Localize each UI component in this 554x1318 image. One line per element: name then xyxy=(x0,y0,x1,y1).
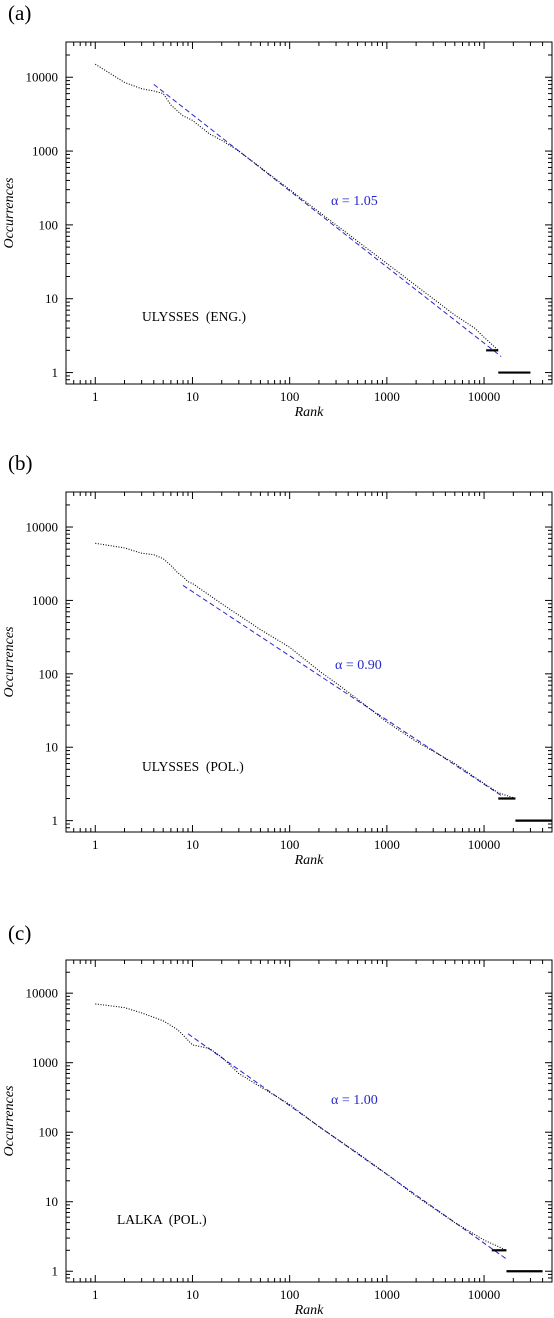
x-axis-label: Rank xyxy=(294,405,325,420)
y-tick-label: 100 xyxy=(39,666,59,681)
x-tick-label: 10 xyxy=(186,1287,199,1302)
fit-line xyxy=(187,1033,507,1260)
y-tick-label: 10000 xyxy=(26,986,59,1001)
panel-a: (a) 1 10 100 1000 10000 1 10 100 1000 10000 Rank Occ… xyxy=(2,1,553,420)
x-tick-label: 10 xyxy=(186,837,199,852)
x-tick-label: 1 xyxy=(92,1287,99,1302)
alpha-label: α = 0.90 xyxy=(335,658,382,673)
corpus-label: ULYSSES (POL.) xyxy=(142,759,244,774)
y-tick-label: 1000 xyxy=(32,144,58,159)
x-tick-label: 100 xyxy=(280,1287,300,1302)
x-tick-label: 10000 xyxy=(468,837,501,852)
corpus-label: ULYSSES (ENG.) xyxy=(142,309,246,324)
data-series xyxy=(95,1003,507,1251)
plot-frame xyxy=(65,491,553,833)
panel-c: (c) 1 10 100 1000 10000 1 10 100 1000 10000 Rank Occ… xyxy=(2,921,553,1318)
alpha-label: α = 1.00 xyxy=(331,1093,378,1108)
y-tick-label: 1000 xyxy=(32,593,58,608)
x-tick-label: 1000 xyxy=(374,1287,400,1302)
panel-label: (c) xyxy=(8,921,31,945)
corpus-label: LALKA (POL.) xyxy=(117,1212,207,1227)
y-axis-label: Occurrences xyxy=(2,177,17,249)
x-axis-label: Rank xyxy=(294,1303,325,1318)
x-tick-label: 100 xyxy=(280,837,300,852)
x-tick-label: 1000 xyxy=(374,389,400,404)
y-tick-label: 10 xyxy=(45,1194,58,1209)
y-tick-label: 10 xyxy=(45,740,58,755)
data-series xyxy=(95,63,499,351)
x-tick-label: 1 xyxy=(92,837,99,852)
plot-frame xyxy=(65,959,553,1283)
alpha-label: α = 1.05 xyxy=(331,194,378,209)
y-tick-label: 100 xyxy=(39,1125,59,1140)
panel-label: (a) xyxy=(8,1,31,25)
panel-b: (b) 1 10 100 1000 10000 1 10 100 1000 10000 Rank Occ… xyxy=(2,451,553,868)
x-tick-label: 10000 xyxy=(468,1287,501,1302)
y-tick-label: 10000 xyxy=(26,520,59,535)
y-tick-label: 100 xyxy=(39,217,59,232)
x-tick-label: 1000 xyxy=(374,837,400,852)
y-tick-label: 1 xyxy=(52,813,59,828)
y-axis-label: Occurrences xyxy=(2,626,17,698)
fit-line xyxy=(153,83,502,357)
x-tick-label: 10000 xyxy=(468,389,501,404)
y-tick-label: 10000 xyxy=(26,70,59,85)
y-axis-label: Occurrences xyxy=(2,1085,17,1157)
x-tick-label: 10 xyxy=(186,389,199,404)
x-tick-label: 100 xyxy=(280,389,300,404)
plot-frame xyxy=(65,41,553,385)
x-tick-label: 1 xyxy=(92,389,99,404)
panel-label: (b) xyxy=(8,451,33,475)
y-tick-label: 1 xyxy=(52,365,59,380)
x-axis-label: Rank xyxy=(294,853,325,868)
y-tick-label: 1 xyxy=(52,1264,59,1279)
y-tick-label: 1000 xyxy=(32,1055,58,1070)
y-tick-label: 10 xyxy=(45,291,58,306)
